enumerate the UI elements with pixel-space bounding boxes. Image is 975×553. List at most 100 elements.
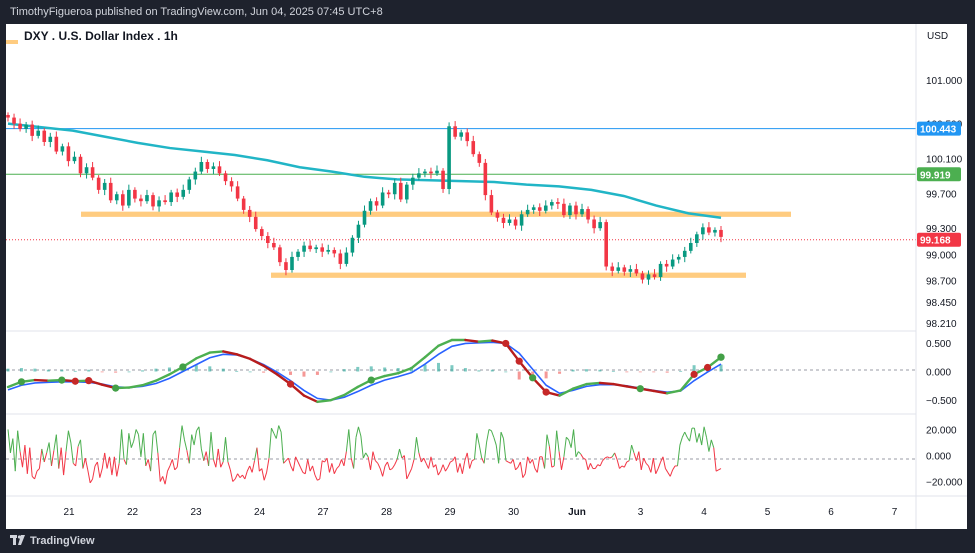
- candle-body: [169, 192, 173, 203]
- rsi-line-segment: [304, 459, 309, 474]
- rsi-line-segment: [67, 430, 72, 443]
- rsi-line-segment: [609, 456, 613, 459]
- rsi-line-segment: [476, 433, 480, 446]
- crossover-markers: [17, 339, 725, 396]
- candle-body: [296, 251, 300, 257]
- candle-body: [519, 214, 524, 226]
- rsi-line-segment: [367, 456, 372, 470]
- rsi-line-segment: [63, 451, 67, 476]
- candle-body: [507, 219, 512, 223]
- fast-line-segment: [127, 384, 144, 389]
- histogram-bar: [262, 371, 266, 373]
- rsi-line-segment: [171, 459, 176, 470]
- candle-body: [550, 202, 554, 206]
- candle-body: [658, 263, 663, 277]
- time-tick-label: 28: [381, 507, 393, 518]
- histogram-bar: [383, 367, 387, 372]
- rsi-line-segment: [22, 445, 26, 468]
- rsi-line-segment: [548, 446, 553, 468]
- crossover-marker: [286, 380, 295, 388]
- candle-body: [640, 273, 645, 280]
- rsi-line-segment: [70, 442, 74, 464]
- rsi-line-segment: [660, 456, 664, 463]
- candle-body: [36, 130, 41, 136]
- rsi-line-segment: [500, 431, 504, 439]
- rsi-line-segment: [396, 448, 401, 460]
- histogram-bar: [329, 371, 333, 373]
- candle-body: [278, 247, 282, 263]
- histogram-bar: [6, 368, 10, 372]
- rsi-line-segment: [205, 451, 210, 467]
- rsi-line-segment: [498, 431, 502, 464]
- rsi-line-segment: [415, 437, 420, 453]
- histogram-bar: [571, 369, 575, 372]
- price-tag-bg: [917, 167, 961, 182]
- candle-body: [598, 222, 602, 229]
- rsi-line-segment: [96, 461, 101, 478]
- rsi-line-segment: [435, 464, 439, 476]
- rsi-line-segment: [585, 459, 589, 470]
- price-tag-label: 100.443: [920, 125, 957, 136]
- rsi-line-segment: [101, 452, 106, 469]
- rsi-line-segment: [111, 456, 115, 476]
- rsi-line-segment: [459, 463, 463, 474]
- rsi-line-segment: [210, 431, 214, 460]
- rsi-line-segment: [648, 465, 652, 473]
- time-tick-label: 6: [828, 507, 834, 518]
- candle-body: [471, 141, 476, 155]
- histogram-bar: [342, 369, 346, 372]
- rsi-line-segment: [280, 431, 285, 464]
- histogram-bar: [652, 371, 656, 373]
- oscillator-tick-label: −0.500: [926, 396, 957, 407]
- rsi-line-segment: [174, 466, 178, 471]
- rsi-line-segment: [299, 467, 304, 473]
- candle-body: [12, 117, 16, 124]
- histogram-bar: [33, 368, 37, 372]
- rsi-line-segment: [515, 466, 519, 471]
- rsi-line-segment: [324, 457, 328, 463]
- rsi-line-segment: [652, 458, 657, 474]
- rsi-line-segment: [423, 457, 427, 464]
- rsi-line-segment: [234, 473, 239, 480]
- time-tick-label: 4: [701, 507, 707, 518]
- candles: [6, 112, 723, 285]
- rsi-line-segment: [266, 458, 270, 473]
- fast-line-segment: [248, 357, 265, 367]
- rsi-line-segment: [145, 459, 149, 467]
- candle-body: [531, 207, 536, 210]
- price-pane: DXY . U.S. Dollar Index . 1h: [6, 24, 916, 330]
- rsi-line-segment: [242, 474, 246, 480]
- rsi-line-segment: [524, 456, 529, 474]
- rsi-line-segment: [469, 460, 473, 469]
- rsi-line-segment: [29, 447, 33, 477]
- rsi-line-segment: [58, 447, 62, 469]
- rsi-line-segment: [604, 456, 608, 459]
- candle-body: [688, 243, 693, 251]
- rsi-line-segment: [602, 457, 606, 462]
- rsi-line-segment: [454, 456, 459, 473]
- candle-body: [72, 156, 77, 162]
- candle-body: [290, 256, 294, 270]
- rsi-line-segment: [317, 478, 321, 481]
- rsi-line-segment: [710, 439, 715, 448]
- fast-line-segment: [410, 355, 427, 370]
- histogram-bar: [423, 364, 427, 372]
- rsi-line-segment: [314, 474, 318, 481]
- candle-body: [562, 203, 566, 216]
- support-resistance-zone: [81, 211, 791, 217]
- rsi-line-segment: [565, 436, 570, 441]
- histogram-bar: [611, 370, 615, 372]
- time-tick-label: Jun: [568, 507, 586, 518]
- rsi-line-segment: [36, 468, 40, 472]
- rsi-line-segment: [698, 433, 703, 446]
- rsi-line-segment: [553, 430, 558, 466]
- fast-line-segment: [571, 382, 588, 390]
- candle-body: [610, 266, 615, 271]
- fast-line-segment: [652, 389, 669, 395]
- rsi-line-segment: [420, 457, 425, 463]
- fast-line-segment: [262, 364, 279, 376]
- time-tick-label: 21: [63, 507, 75, 518]
- fast-line-segment: [598, 381, 615, 386]
- rsi-line-segment: [473, 433, 478, 460]
- fast-line-segment: [558, 387, 575, 397]
